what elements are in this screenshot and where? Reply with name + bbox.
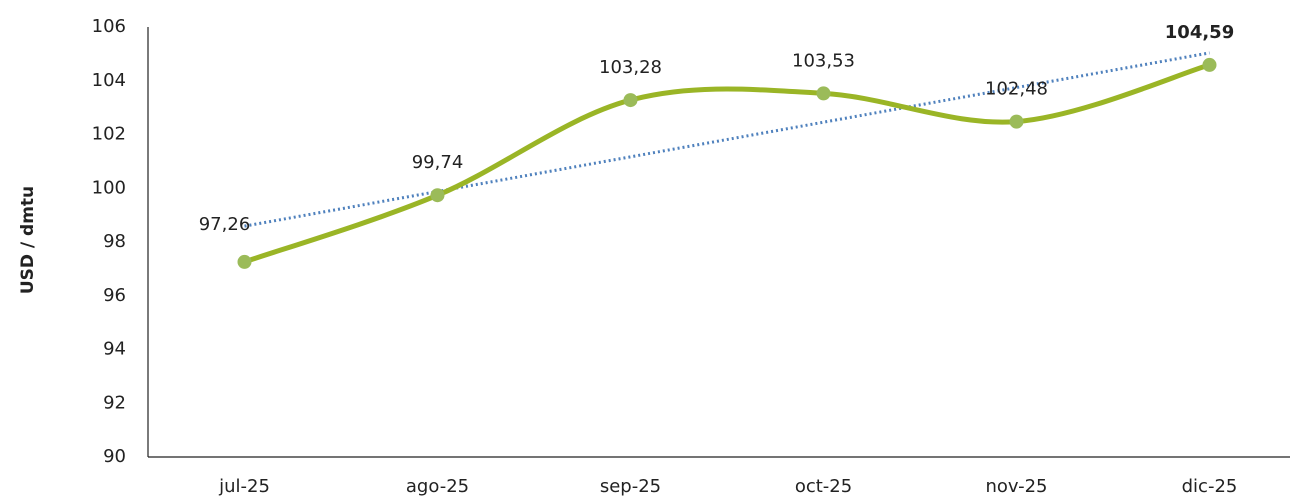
series-line — [242, 62, 1212, 265]
data-label: 97,26 — [199, 214, 251, 235]
y-tick-label: 98 — [103, 231, 126, 252]
data-point — [1009, 114, 1024, 129]
trendline — [244, 51, 1210, 228]
y-axis-label: USD / dmtu — [18, 186, 38, 294]
data-point — [623, 93, 638, 108]
data-point — [1202, 57, 1217, 72]
data-label: 104,59 — [1165, 22, 1234, 43]
x-tick-label: oct-25 — [795, 476, 852, 497]
y-tick-label: 100 — [92, 177, 126, 198]
x-tick-label: dic-25 — [1182, 476, 1238, 497]
data-point — [237, 254, 252, 269]
y-tick-label: 102 — [92, 124, 126, 145]
y-tick-label: 96 — [103, 285, 126, 306]
x-tick-label: ago-25 — [406, 476, 469, 497]
data-label: 103,28 — [599, 57, 662, 78]
y-tick-label: 106 — [92, 16, 126, 37]
data-label: 99,74 — [412, 152, 464, 173]
y-tick-label: 90 — [103, 446, 126, 467]
y-tick-label: 104 — [92, 70, 126, 91]
y-tick-label: 92 — [103, 392, 126, 413]
data-point — [430, 188, 445, 203]
x-tick-label: sep-25 — [600, 476, 661, 497]
data-label: 102,48 — [985, 79, 1048, 100]
data-point — [816, 86, 831, 101]
y-tick-label: 94 — [103, 339, 126, 360]
data-label: 103,53 — [792, 50, 855, 71]
x-tick-label: jul-25 — [218, 476, 270, 497]
x-tick-label: nov-25 — [986, 476, 1048, 497]
